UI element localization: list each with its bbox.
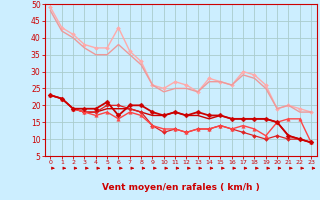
- Text: Vent moyen/en rafales ( km/h ): Vent moyen/en rafales ( km/h ): [102, 182, 260, 192]
